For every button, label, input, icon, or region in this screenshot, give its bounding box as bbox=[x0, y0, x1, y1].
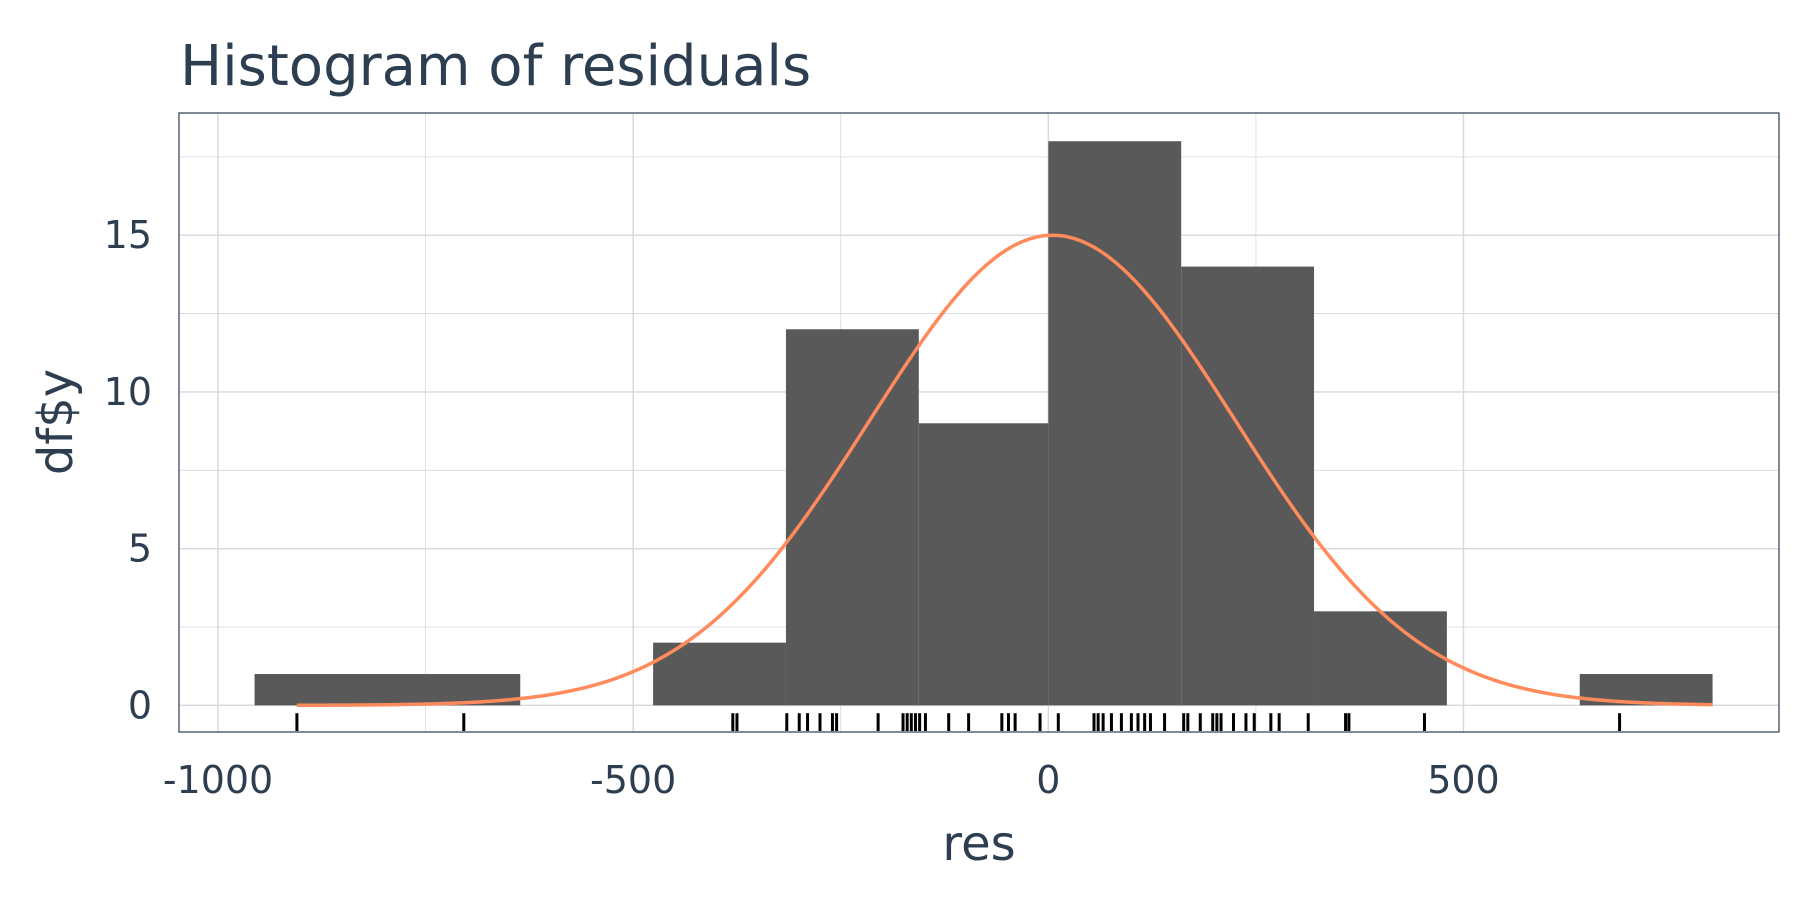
histogram-bars bbox=[254, 141, 1713, 706]
x-tick-label: 500 bbox=[1427, 758, 1500, 802]
x-axis-ticks: -1000 -500 0 500 bbox=[163, 758, 1500, 802]
y-axis-label: df$y bbox=[28, 369, 84, 475]
y-axis-ticks: 0 5 10 15 bbox=[104, 213, 152, 727]
x-tick-label: -500 bbox=[590, 758, 676, 802]
histogram-bar bbox=[1048, 141, 1182, 706]
chart-title: Histogram of residuals bbox=[180, 34, 811, 99]
histogram-bar bbox=[918, 423, 1049, 706]
y-tick-label: 15 bbox=[104, 213, 152, 257]
x-tick-label: -1000 bbox=[163, 758, 273, 802]
rug-marks bbox=[295, 713, 1622, 731]
x-tick-label: 0 bbox=[1036, 758, 1060, 802]
histogram-bar bbox=[1181, 266, 1315, 706]
histogram-bar bbox=[1314, 611, 1447, 706]
x-axis-label: res bbox=[942, 816, 1015, 872]
y-tick-label: 0 bbox=[128, 683, 152, 727]
y-tick-label: 5 bbox=[128, 527, 152, 571]
histogram-bar bbox=[254, 674, 521, 706]
plot-frame bbox=[178, 112, 1780, 733]
histogram-bar bbox=[653, 642, 786, 706]
normal-density-curve bbox=[296, 233, 1713, 708]
y-tick-label: 10 bbox=[104, 370, 152, 414]
histogram-bar bbox=[785, 329, 919, 706]
